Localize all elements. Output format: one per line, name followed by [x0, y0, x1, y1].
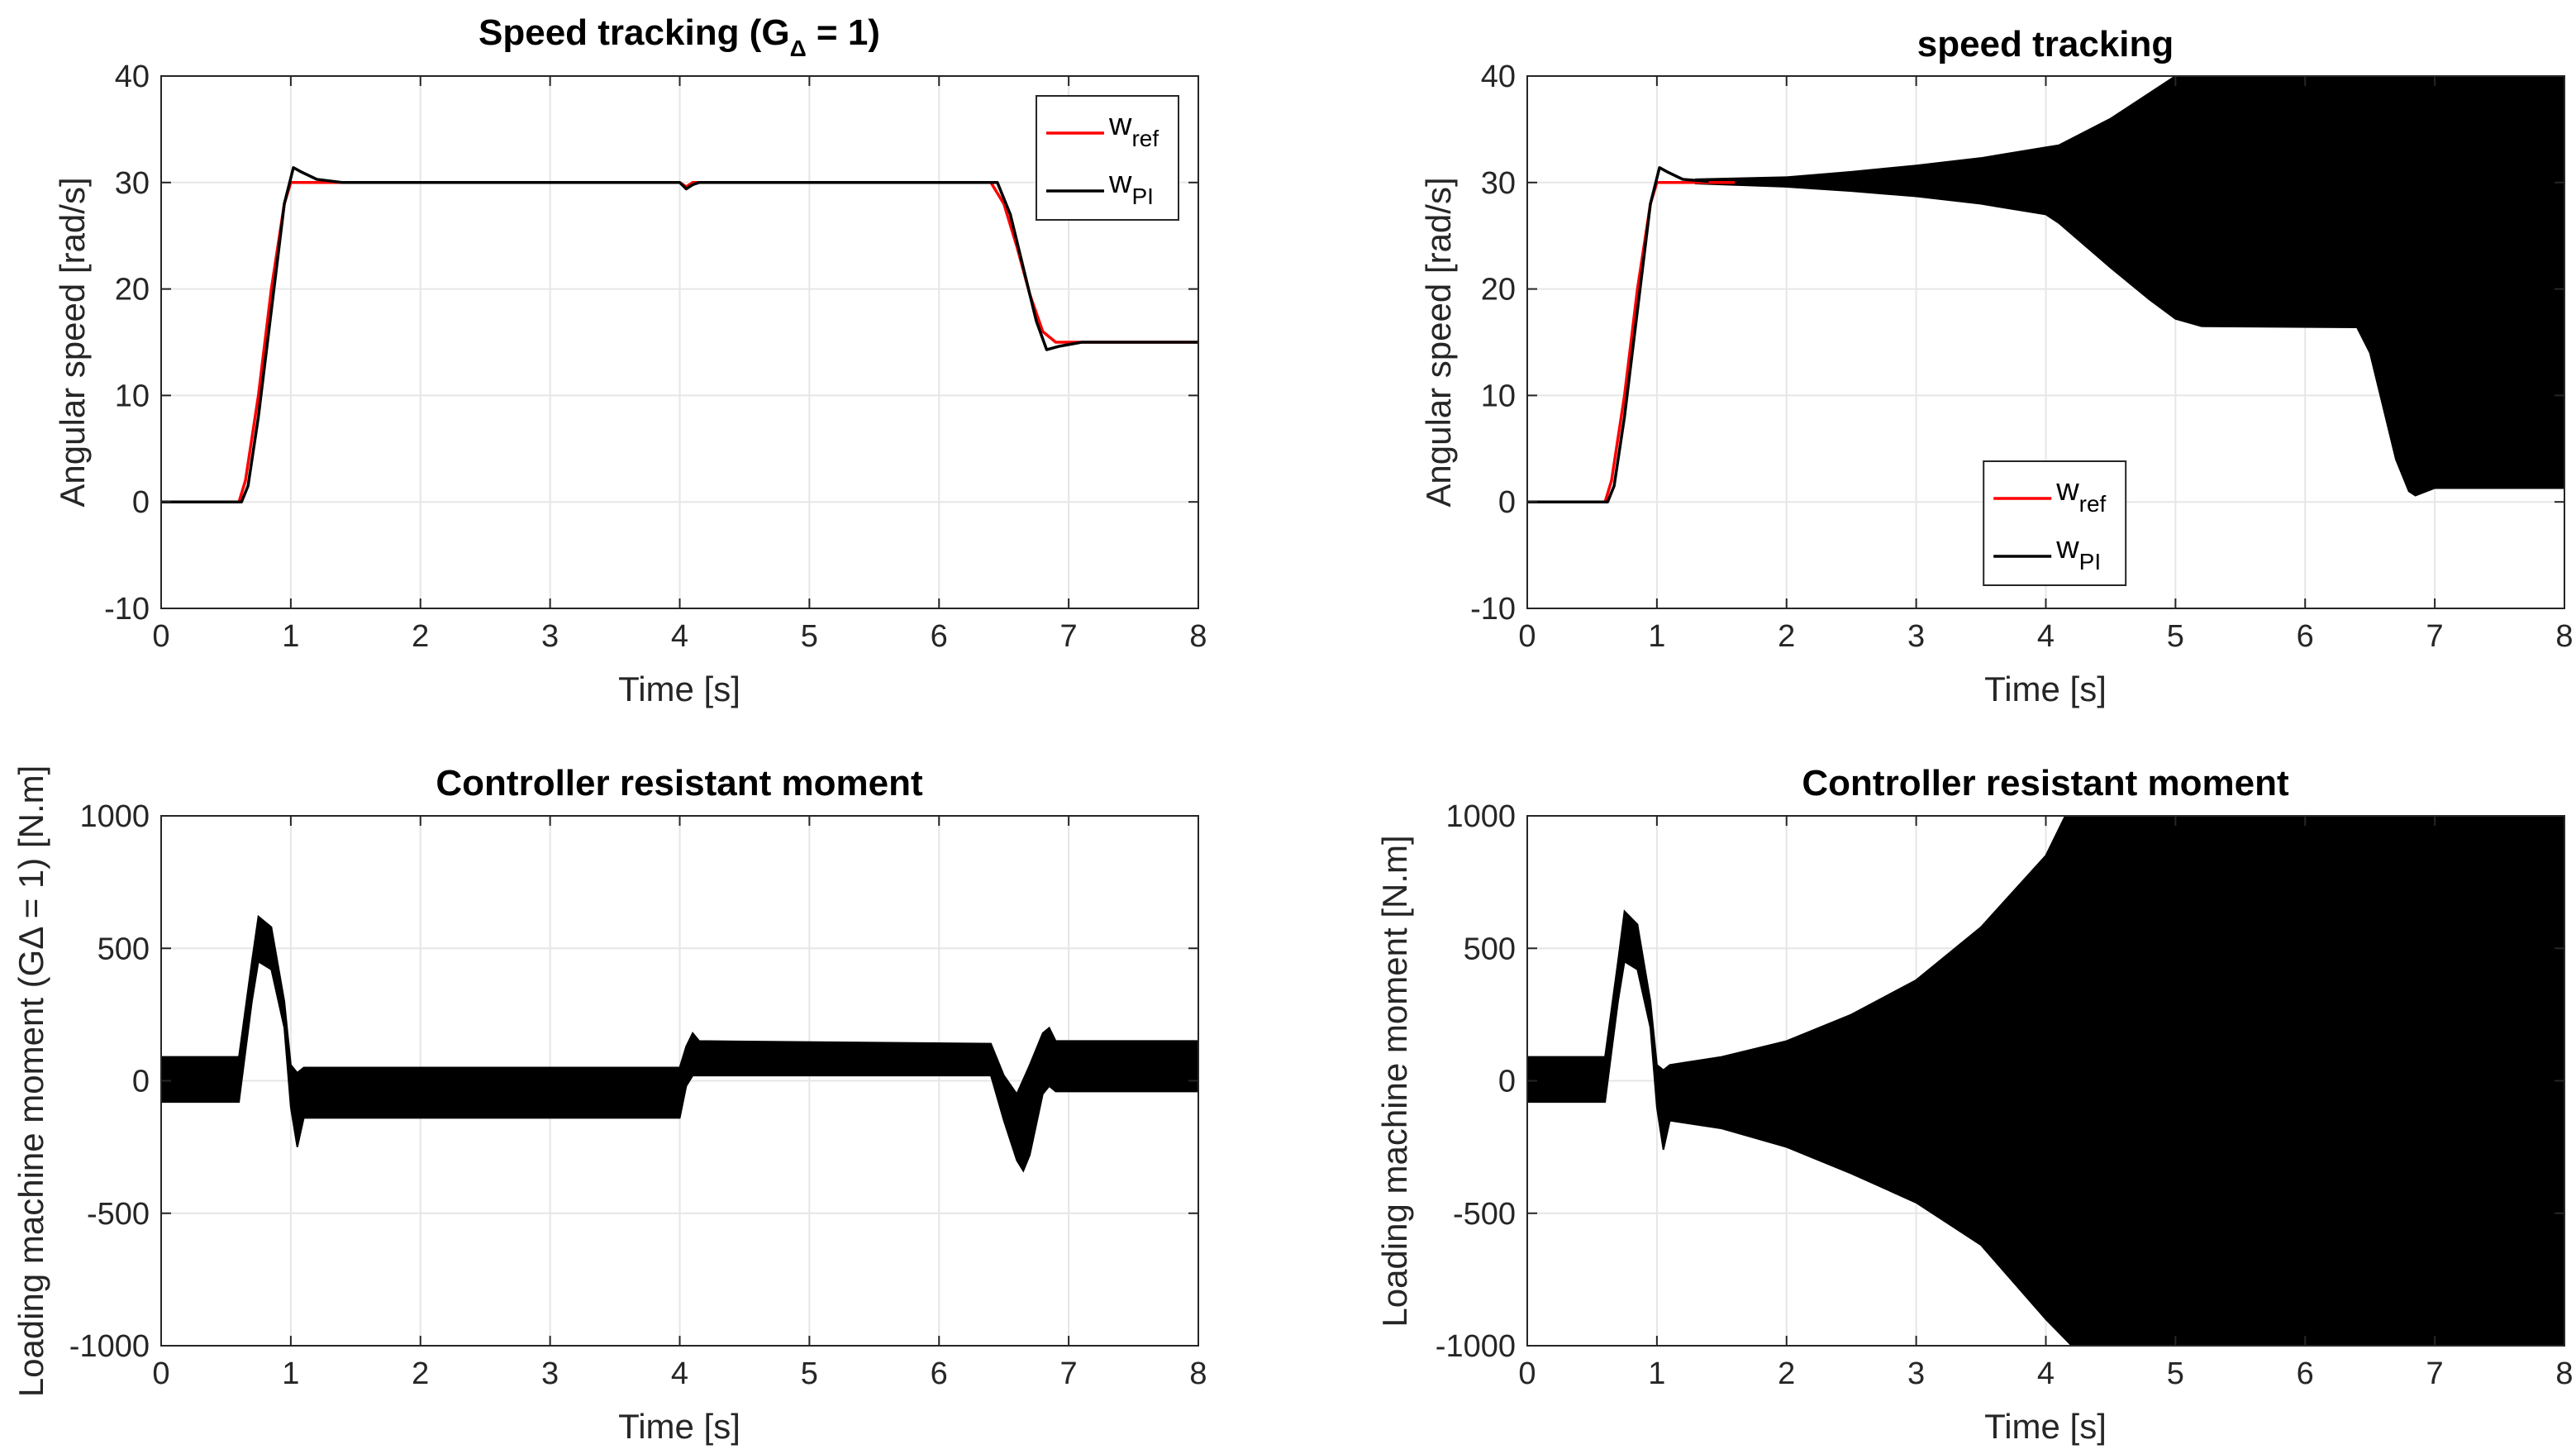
- y-tick-label: 500: [98, 932, 150, 966]
- band-w-pi-oscillation-envelope: [1694, 76, 2564, 497]
- x-tick-label: 3: [541, 619, 559, 654]
- y-tick-label: 0: [1498, 1065, 1516, 1099]
- legend-box: [1983, 460, 2127, 586]
- x-tick-label: 4: [2037, 1356, 2055, 1391]
- legend-box: [1036, 95, 1179, 221]
- x-tick-label: 8: [1189, 619, 1207, 654]
- x-tick-label: 8: [2555, 619, 2573, 654]
- x-axis-label: Time [s]: [1984, 1407, 2107, 1446]
- x-axis-label: Time [s]: [618, 670, 740, 708]
- legend: wref wPI: [1036, 95, 1179, 221]
- x-tick-label: 3: [1907, 619, 1925, 654]
- y-tick-label: 0: [132, 1065, 150, 1099]
- x-tick-label: 1: [1648, 1356, 1665, 1391]
- y-tick-label: 20: [1481, 273, 1516, 307]
- x-tick-label: 5: [2167, 619, 2184, 654]
- series-line-w-pi: [1527, 166, 1709, 503]
- legend-label-ref: wref: [1108, 107, 1159, 151]
- chart-title: Speed tracking (GΔ = 1): [479, 12, 880, 61]
- y-tick-label: 0: [132, 485, 150, 520]
- y-tick-label: 1000: [1445, 799, 1516, 834]
- y-tick-label: 20: [115, 273, 150, 307]
- x-tick-label: 2: [412, 619, 429, 654]
- chart-title: Controller resistant moment: [436, 763, 923, 803]
- y-tick-label: 500: [1464, 932, 1516, 966]
- x-tick-label: 1: [282, 619, 299, 654]
- y-tick-label: -500: [1453, 1197, 1516, 1232]
- subplot-speed-tracking-nominal: Speed tracking (GΔ = 1) Time [s] Angular…: [53, 12, 1207, 708]
- chart-title: Controller resistant moment: [1802, 763, 2289, 803]
- y-tick-label: 30: [1481, 166, 1516, 201]
- x-tick-label: 2: [412, 1356, 429, 1391]
- x-tick-label: 7: [1060, 619, 1078, 654]
- y-tick-label: 30: [115, 166, 150, 201]
- x-tick-label: 6: [931, 619, 948, 654]
- x-tick-label: 0: [152, 619, 169, 654]
- y-tick-label: -10: [1470, 592, 1516, 627]
- x-tick-label: 2: [1778, 619, 1795, 654]
- band-w-pi-upper-after-transition: [2355, 76, 2564, 211]
- plot-area: [161, 166, 1198, 503]
- plot-area: [1527, 816, 2564, 1346]
- y-axis-label: Angular speed [rad/s]: [53, 177, 92, 507]
- subplot-speed-tracking-unstable: speed tracking Time [s] Angular speed [r…: [1419, 24, 2574, 708]
- x-tick-label: 0: [152, 1356, 169, 1391]
- x-tick-label: 7: [2426, 619, 2444, 654]
- y-tick-label: -500: [87, 1197, 150, 1232]
- y-tick-label: 40: [115, 60, 150, 94]
- chart-title: speed tracking: [1917, 24, 2174, 64]
- x-tick-label: 4: [2037, 619, 2055, 654]
- y-tick-label: -1000: [69, 1329, 150, 1364]
- x-tick-label: 5: [2167, 1356, 2184, 1391]
- y-tick-label: -1000: [1436, 1329, 1516, 1364]
- y-axis-label: Loading machine moment [N.m]: [1375, 835, 1414, 1327]
- x-tick-label: 2: [1778, 1356, 1795, 1391]
- x-tick-label: 3: [541, 1356, 559, 1391]
- band-moment-noisy-: [161, 914, 1198, 1173]
- subplot-moment-unstable: Controller resistant moment Time [s] Loa…: [1375, 763, 2574, 1446]
- y-tick-label: 0: [1498, 485, 1516, 520]
- x-tick-label: 6: [2297, 1356, 2314, 1391]
- legend: wref wPI: [1983, 460, 2127, 586]
- plot-area: [161, 914, 1198, 1173]
- y-axis-label: Angular speed [rad/s]: [1419, 177, 1458, 507]
- x-tick-label: 8: [2555, 1356, 2573, 1391]
- x-tick-label: 1: [1648, 619, 1665, 654]
- x-tick-label: 3: [1907, 1356, 1925, 1391]
- y-tick-label: 10: [1481, 379, 1516, 413]
- x-tick-label: 6: [2297, 619, 2314, 654]
- legend-label-pi: wPI: [1108, 165, 1154, 209]
- x-tick-label: 8: [1189, 1356, 1207, 1391]
- y-axis-label: Loading machine moment (GΔ = 1) [N.m]: [12, 765, 50, 1398]
- x-axis-label: Time [s]: [1984, 670, 2107, 708]
- x-tick-label: 0: [1518, 619, 1536, 654]
- x-tick-label: 4: [671, 619, 688, 654]
- y-tick-label: 40: [1481, 60, 1516, 94]
- x-axis-label: Time [s]: [618, 1407, 740, 1446]
- legend-label-pi: wPI: [2055, 531, 2101, 574]
- y-tick-label: 10: [115, 379, 150, 413]
- subplot-moment-nominal: Controller resistant moment Time [s] Loa…: [12, 763, 1207, 1446]
- x-tick-label: 1: [282, 1356, 299, 1391]
- x-tick-label: 5: [801, 619, 818, 654]
- x-tick-label: 4: [671, 1356, 688, 1391]
- y-tick-label: -10: [104, 592, 150, 627]
- plot-area: [1527, 76, 2564, 503]
- x-tick-label: 7: [1060, 1356, 1078, 1391]
- legend-label-ref: wref: [2055, 473, 2106, 517]
- series-line-w-pi: [161, 166, 1198, 503]
- x-tick-label: 5: [801, 1356, 818, 1391]
- y-tick-label: 1000: [79, 799, 150, 834]
- x-tick-label: 7: [2426, 1356, 2444, 1391]
- band-moment-growing-oscillation-: [1527, 816, 2564, 1346]
- x-tick-label: 6: [931, 1356, 948, 1391]
- x-tick-label: 0: [1518, 1356, 1536, 1391]
